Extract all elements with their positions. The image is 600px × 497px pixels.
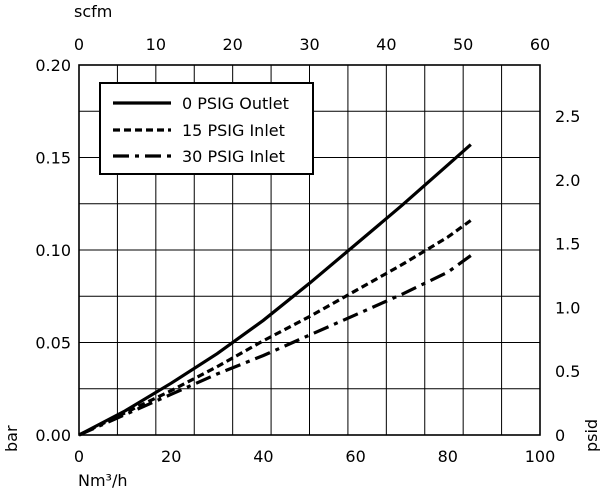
- y-right-tick-label: 2.0: [555, 171, 580, 190]
- series-line-15-psig-inlet: [78, 219, 472, 437]
- legend-label-0-psig-outlet: 0 PSIG Outlet: [182, 94, 289, 113]
- x-top-tick-label: 0: [74, 35, 84, 54]
- x-bottom-axis-title: Nm³/h: [78, 471, 128, 490]
- x-top-tick-label: 20: [222, 35, 242, 54]
- y-left-axis-title: bar: [2, 425, 21, 452]
- tick-labels: 0 20 40 60 80 100 0 10 20 30 40 50 60 0.00 0.05 0.10 0.1…: [35, 35, 580, 466]
- y-left-tick-label: 0.10: [35, 241, 71, 260]
- x-top-tick-label: 60: [530, 35, 550, 54]
- x-top-tick-label: 40: [376, 35, 396, 54]
- x-bottom-tick-label: 20: [161, 447, 181, 466]
- x-top-tick-label: 50: [453, 35, 473, 54]
- y-right-tick-label: 2.5: [555, 107, 580, 126]
- legend: 0 PSIG Outlet 15 PSIG Inlet 30 PSIG Inle…: [99, 82, 314, 175]
- x-bottom-tick-label: 0: [74, 447, 84, 466]
- legend-label-15-psig-inlet: 15 PSIG Inlet: [182, 121, 285, 140]
- x-bottom-tick-label: 80: [438, 447, 458, 466]
- y-right-axis-title: psid: [582, 419, 600, 452]
- y-right-tick-label: 0.5: [555, 362, 580, 381]
- y-left-tick-label: 0.05: [35, 334, 71, 353]
- series-lines: [78, 143, 472, 437]
- x-bottom-tick-label: 100: [525, 447, 556, 466]
- y-right-tick-label: 1.5: [555, 235, 580, 254]
- y-right-tick-label: 0: [555, 426, 565, 445]
- x-bottom-tick-label: 40: [253, 447, 273, 466]
- y-left-tick-label: 0.20: [35, 56, 71, 75]
- x-top-tick-label: 10: [146, 35, 166, 54]
- series-line-30-psig-inlet: [78, 254, 472, 437]
- y-right-tick-label: 1.0: [555, 298, 580, 317]
- series-line-0-psig-outlet: [78, 143, 472, 437]
- x-top-axis-title: scfm: [74, 2, 112, 21]
- x-bottom-tick-label: 60: [345, 447, 365, 466]
- plot-frame: [78, 64, 541, 436]
- y-left-tick-label: 0.15: [35, 149, 71, 168]
- y-left-tick-label: 0.00: [35, 426, 71, 445]
- legend-label-30-psig-inlet: 30 PSIG Inlet: [182, 147, 285, 166]
- x-top-tick-label: 30: [299, 35, 319, 54]
